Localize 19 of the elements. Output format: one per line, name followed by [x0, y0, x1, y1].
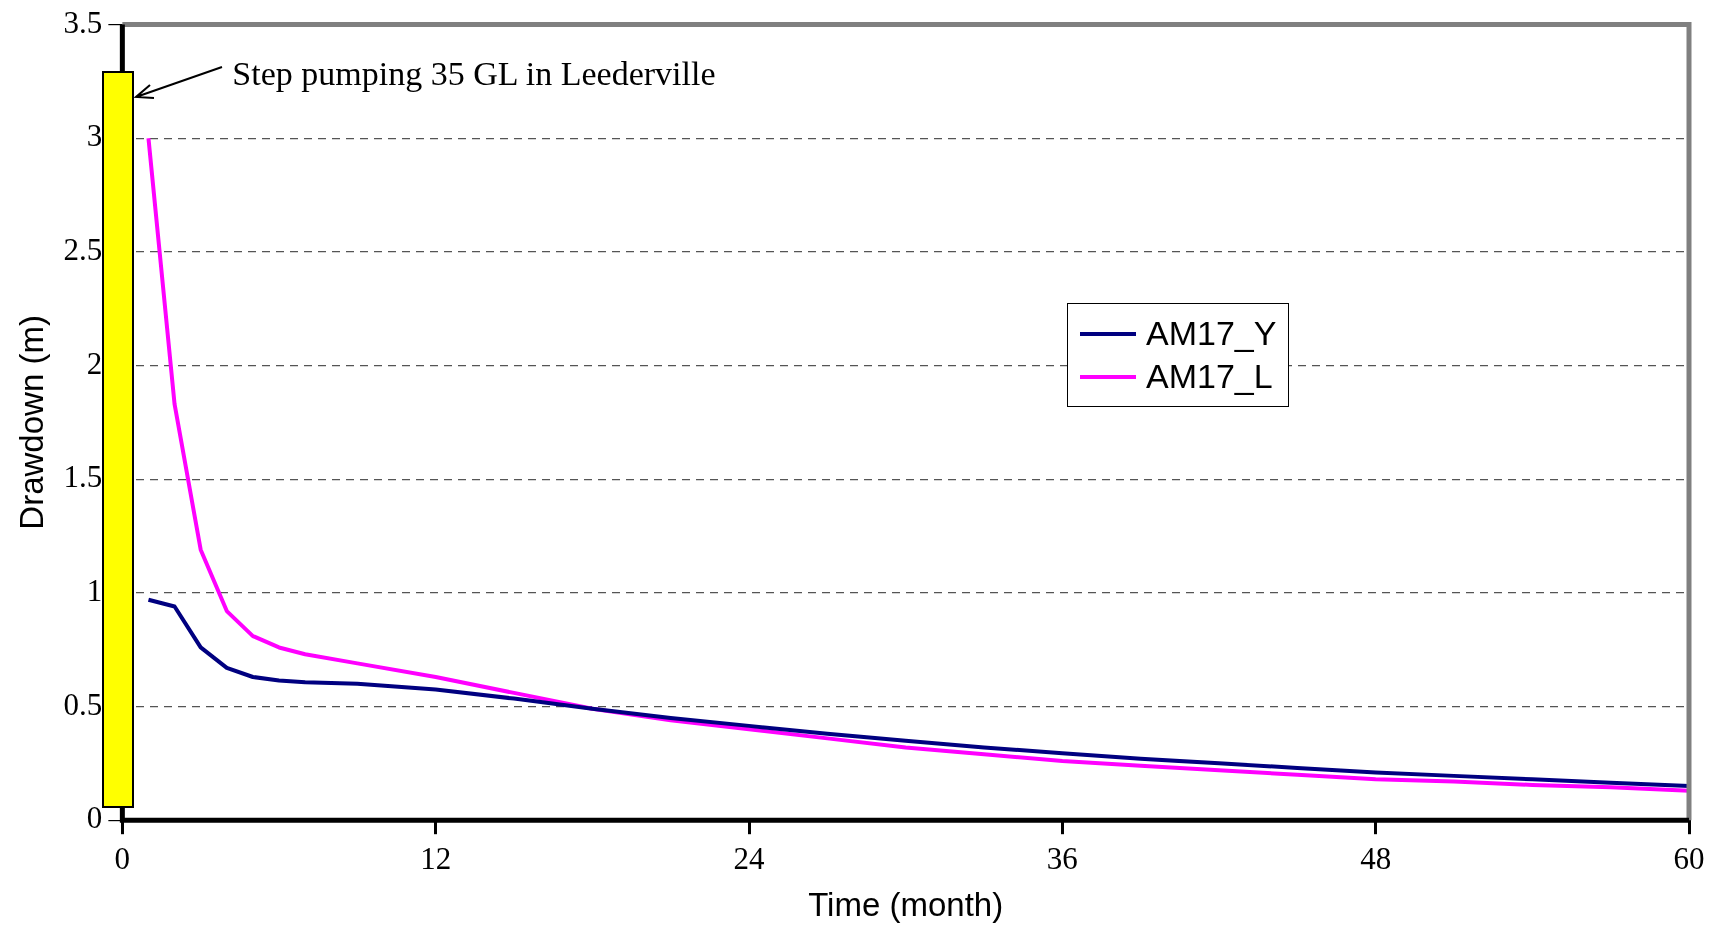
y-tick-label: 0: [86, 800, 103, 836]
x-tick-label: 0: [114, 840, 131, 876]
legend-label: AM17_Y: [1146, 314, 1277, 354]
y-tick-label: 3.5: [63, 4, 103, 40]
annotation: Step pumping 35 GL in Leederville: [232, 54, 716, 93]
y-tick-label: 1.5: [63, 459, 103, 495]
y-tick-label: 1: [86, 573, 103, 609]
y-tick-label: 2: [86, 345, 103, 381]
x-tick-label: 36: [1046, 840, 1078, 876]
y-tick-label: 0.5: [63, 686, 103, 722]
y-tick-label: 3: [86, 118, 103, 154]
x-tick-label: 48: [1360, 840, 1392, 876]
y-axis-title: Drawdown (m): [12, 315, 50, 530]
x-tick-label: 12: [420, 840, 452, 876]
x-tick-label: 60: [1673, 840, 1705, 876]
legend-label: AM17_L: [1146, 357, 1273, 397]
x-tick-label: 24: [733, 840, 766, 876]
y-tick-label: 2.5: [63, 232, 103, 268]
x-axis-title: Time (month): [808, 886, 1004, 924]
